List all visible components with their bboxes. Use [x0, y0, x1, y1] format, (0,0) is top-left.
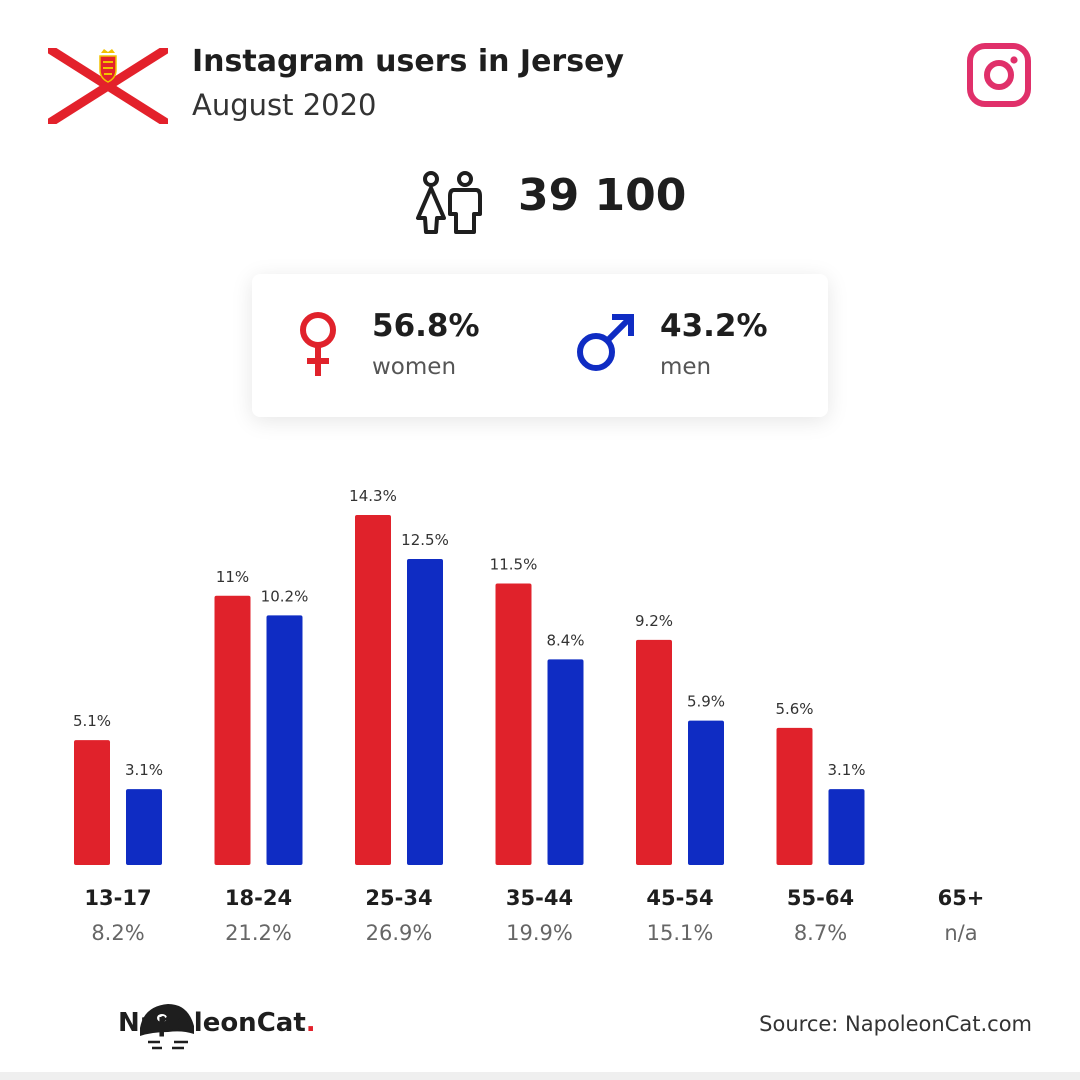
bar-men-13-17 [126, 789, 162, 865]
bar-women-13-17 [74, 740, 110, 865]
age-category-total: 26.9% [366, 921, 433, 945]
bar-value-label: 5.6% [775, 700, 813, 718]
age-category-label: 25-34 [365, 886, 432, 910]
bar-value-label: 8.4% [546, 631, 584, 649]
age-category-total: 19.9% [506, 921, 573, 945]
age-category-total: 21.2% [225, 921, 292, 945]
jersey-flag-icon [48, 48, 168, 124]
male-icon [577, 314, 634, 371]
age-category-label: 65+ [938, 886, 985, 910]
bar-men-25-34 [407, 559, 443, 865]
bar-value-label: 14.3% [349, 487, 397, 505]
age-category-label: 45-54 [646, 886, 713, 910]
age-category-total: 15.1% [647, 921, 714, 945]
brand-dot: . [305, 1008, 316, 1038]
bar-women-25-34 [355, 515, 391, 865]
bar-value-label: 11% [216, 568, 249, 586]
age-category-label: 13-17 [84, 886, 151, 910]
source-text: Source: NapoleonCat.com [759, 1012, 1032, 1036]
footer-strip [0, 1072, 1080, 1080]
brand-text: NapoleonCat [118, 1008, 306, 1038]
age-category-label: 55-64 [787, 886, 854, 910]
bar-value-label: 3.1% [125, 761, 163, 779]
age-gender-bar-chart: 5.1% 3.1% 13-17 8.2% 11% 10.2% 18-24 21.2% 14.3%… [73, 487, 985, 945]
bar-women-45-54 [636, 639, 672, 865]
bar-women-55-64 [776, 727, 813, 865]
brand-name: NapoleonCat. [118, 1008, 316, 1038]
people-icon [416, 171, 482, 234]
gender-card: 56.8% women 43.2% men [252, 274, 828, 417]
men-percentage: 43.2% [660, 308, 768, 344]
age-category-total: 8.2% [91, 921, 144, 945]
napoleoncat-logo-icon [140, 1004, 194, 1050]
bar-value-label: 12.5% [401, 531, 449, 549]
bar-women-18-24 [214, 595, 251, 865]
page-subtitle: August 2020 [192, 88, 377, 122]
female-icon [300, 312, 336, 376]
men-label: men [660, 354, 712, 380]
bar-value-label: 11.5% [490, 556, 538, 574]
age-category-total: 8.7% [794, 921, 847, 945]
bar-men-18-24 [266, 615, 303, 865]
page-title: Instagram users in Jersey [192, 44, 624, 79]
women-label: women [372, 354, 457, 380]
bar-value-label: 5.1% [73, 712, 111, 730]
women-percentage: 56.8% [372, 308, 480, 344]
bar-men-55-64 [828, 789, 865, 865]
instagram-icon [967, 43, 1031, 107]
bar-value-label: 5.9% [687, 693, 725, 711]
bar-value-label: 3.1% [827, 761, 865, 779]
bar-women-35-44 [495, 583, 532, 865]
bar-men-45-54 [688, 720, 724, 865]
total-users-value: 39 100 [518, 170, 687, 221]
bar-value-label: 10.2% [261, 587, 309, 605]
age-category-total: n/a [944, 921, 977, 945]
bar-value-label: 9.2% [635, 612, 673, 630]
age-category-label: 35-44 [506, 886, 573, 910]
bar-men-35-44 [547, 659, 584, 865]
age-category-label: 18-24 [225, 886, 292, 910]
